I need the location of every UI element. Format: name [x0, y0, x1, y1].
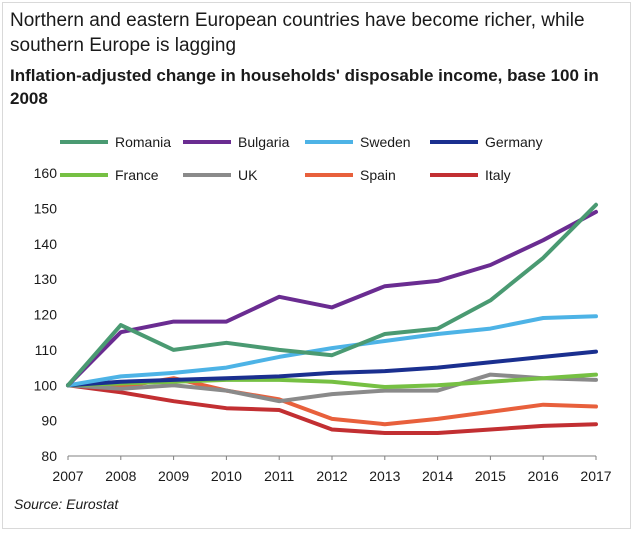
- series-line-bulgaria: [66, 209, 598, 388]
- x-tick-label: 2007: [52, 468, 83, 484]
- legend-label: Romania: [115, 134, 171, 150]
- series-line-uk: [66, 372, 598, 404]
- legend-item-germany: Germany: [430, 134, 543, 150]
- legend-label: Bulgaria: [238, 134, 290, 150]
- series-lines: [66, 202, 598, 435]
- x-tick-label: 2017: [580, 468, 611, 484]
- y-tick-label: 80: [41, 448, 57, 464]
- legend-label: Italy: [485, 167, 511, 183]
- y-tick-label: 100: [34, 377, 58, 393]
- x-axis: 2007 2008 2009 2010 2011 2012 2013 2014 2015 2016…: [52, 455, 612, 484]
- y-tick-label: 90: [41, 413, 57, 429]
- series-line-sweden: [66, 314, 598, 388]
- legend-item-romania: Romania: [60, 134, 171, 150]
- x-tick-label: 2013: [369, 468, 400, 484]
- series-line-italy: [66, 383, 598, 435]
- series-line-germany: [66, 349, 598, 388]
- legend-item-bulgaria: Bulgaria: [183, 134, 290, 150]
- legend-item-italy: Italy: [430, 167, 511, 183]
- x-tick-label: 2011: [264, 468, 294, 484]
- x-tick-label: 2014: [422, 468, 453, 484]
- y-tick-label: 150: [34, 200, 58, 216]
- chart-subtitle: Inflation-adjusted change in households'…: [10, 66, 599, 108]
- x-tick-label: 2015: [475, 468, 506, 484]
- legend: Romania Bulgaria Sweden Germany France UK Spai…: [60, 134, 543, 183]
- y-tick-label: 160: [34, 165, 58, 181]
- y-tick-label: 110: [35, 342, 58, 358]
- chart-source: Source: Eurostat: [14, 496, 119, 512]
- x-tick-label: 2016: [528, 468, 559, 484]
- legend-label: France: [115, 167, 159, 183]
- legend-item-spain: Spain: [305, 167, 396, 183]
- legend-label: Spain: [360, 167, 396, 183]
- legend-item-sweden: Sweden: [305, 134, 411, 150]
- legend-label: UK: [238, 167, 258, 183]
- y-tick-label: 120: [34, 307, 58, 323]
- series-line-romania: [66, 202, 598, 388]
- y-tick-label: 130: [34, 271, 58, 287]
- legend-item-france: France: [60, 167, 159, 183]
- x-tick-label: 2012: [316, 468, 347, 484]
- x-tick-label: 2008: [105, 468, 136, 484]
- x-tick-label: 2009: [158, 468, 189, 484]
- x-tick-label: 2010: [211, 468, 242, 484]
- chart-title: Northern and eastern European countries …: [10, 10, 585, 56]
- y-tick-label: 140: [34, 236, 58, 252]
- y-axis: 80 90 100 110 120 130 140 150 160: [34, 165, 58, 464]
- legend-item-uk: UK: [183, 167, 258, 183]
- legend-label: Germany: [485, 134, 543, 150]
- chart-frame: [2, 2, 631, 529]
- legend-label: Sweden: [360, 134, 411, 150]
